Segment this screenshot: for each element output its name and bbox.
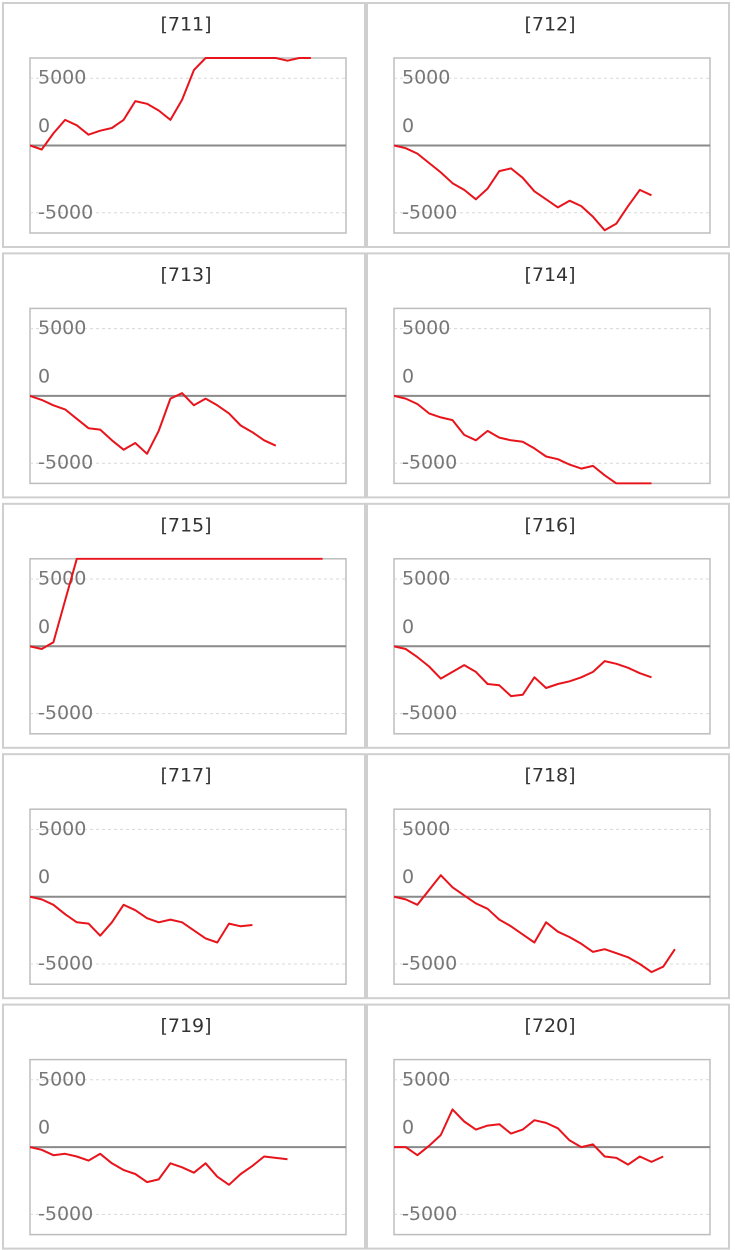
y-tick-label: -5000 (38, 201, 93, 223)
y-tick-label: -5000 (402, 1203, 457, 1225)
chart-cell: [716] -5000 0 5000 (366, 502, 730, 749)
chart-title: [715] (160, 514, 211, 536)
y-tick-label: 0 (402, 115, 414, 137)
chart-title: [714] (524, 264, 575, 286)
y-tick-label: 0 (38, 866, 50, 888)
y-tick-label: -5000 (402, 452, 457, 474)
y-tick-label: 0 (38, 365, 50, 387)
y-tick-label: 5000 (38, 567, 86, 589)
data-line (30, 557, 323, 650)
chart-title: [716] (524, 514, 575, 536)
chart-title: [720] (524, 1015, 575, 1037)
y-tick-label: 0 (402, 365, 414, 387)
chart-cell: [719] -5000 0 5000 (2, 1003, 366, 1250)
chart-title: [712] (524, 14, 575, 36)
data-line (394, 394, 652, 485)
chart-cell: [720] -5000 0 5000 (366, 1003, 730, 1250)
data-line (394, 874, 676, 974)
y-tick-label: 0 (38, 115, 50, 137)
chart-title: [711] (160, 14, 211, 36)
chart-title: [719] (160, 1015, 211, 1037)
data-line (394, 1108, 664, 1166)
y-tick-label: 5000 (38, 818, 86, 840)
chart-cell: [715] -5000 0 5000 (2, 502, 366, 749)
y-tick-label: 5000 (38, 317, 86, 339)
data-line (394, 144, 652, 232)
chart-title: [713] (160, 264, 211, 286)
y-tick-label: 0 (402, 866, 414, 888)
chart-cell: [712] -5000 0 5000 (366, 2, 730, 248)
data-line (30, 895, 253, 944)
y-tick-label: -5000 (38, 1203, 93, 1225)
chart-cell: [713] -5000 0 5000 (2, 252, 366, 499)
chart-cell: [718] -5000 0 5000 (366, 753, 730, 1000)
y-tick-label: 5000 (402, 1068, 450, 1090)
y-tick-label: -5000 (38, 953, 93, 975)
y-tick-label: 5000 (38, 67, 86, 89)
chart-title: [718] (524, 765, 575, 787)
data-line (30, 57, 311, 151)
data-line (30, 392, 277, 455)
chart-cell: [717] -5000 0 5000 (2, 753, 366, 1000)
y-tick-label: 0 (38, 616, 50, 638)
y-tick-label: -5000 (402, 953, 457, 975)
y-tick-label: -5000 (402, 702, 457, 724)
y-tick-label: -5000 (402, 201, 457, 223)
y-tick-label: 5000 (402, 317, 450, 339)
y-tick-label: 5000 (38, 1068, 86, 1090)
y-tick-label: 0 (38, 1117, 50, 1139)
y-tick-label: -5000 (38, 702, 93, 724)
y-tick-label: 0 (402, 616, 414, 638)
y-tick-label: 5000 (402, 818, 450, 840)
chart-title: [717] (160, 765, 211, 787)
data-line (394, 645, 652, 698)
data-line (30, 1146, 288, 1186)
chart-cell: [714] -5000 0 5000 (366, 252, 730, 499)
y-tick-label: -5000 (38, 452, 93, 474)
y-tick-label: 5000 (402, 67, 450, 89)
y-tick-label: 5000 (402, 567, 450, 589)
y-tick-label: 0 (402, 1117, 414, 1139)
chart-cell: [711] -5000 0 5000 (2, 2, 366, 248)
